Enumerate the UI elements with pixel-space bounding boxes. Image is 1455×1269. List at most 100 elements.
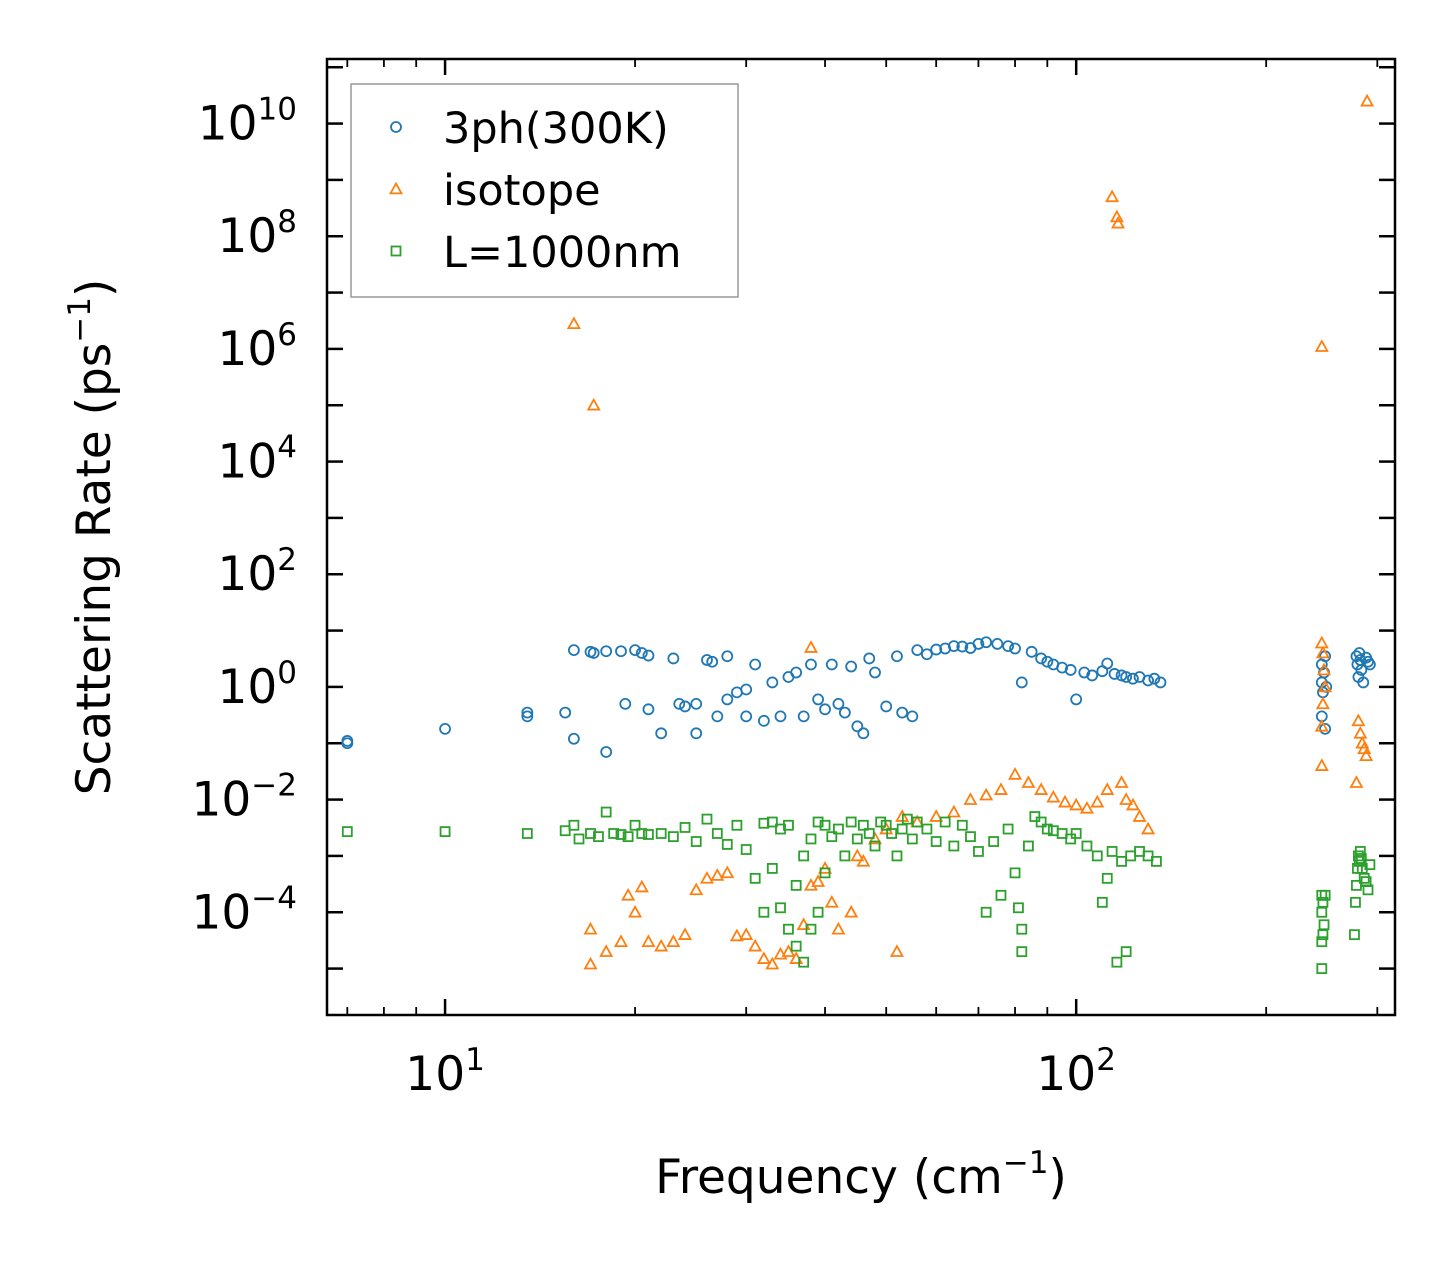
data-point <box>1016 923 1028 935</box>
data-point <box>1114 775 1129 788</box>
data-point <box>1111 956 1123 968</box>
data-point <box>1151 855 1162 867</box>
y-tick-label-exp: −4 <box>251 880 297 916</box>
data-point <box>1056 828 1068 839</box>
data-point <box>1105 189 1120 203</box>
data-point <box>1315 696 1330 710</box>
data-point <box>1079 800 1094 814</box>
data-point <box>654 938 669 952</box>
data-point <box>706 655 719 668</box>
x-axis-label-sup: −1 <box>1003 1145 1049 1181</box>
data-point <box>1002 823 1014 835</box>
data-point <box>880 700 893 713</box>
data-point <box>995 889 1007 901</box>
data-point <box>790 879 802 891</box>
data-point <box>980 636 993 649</box>
data-point <box>1315 645 1330 659</box>
data-point <box>690 697 703 710</box>
data-point <box>1350 896 1361 908</box>
data-point <box>1319 889 1331 901</box>
y-tick-label-base: 10 <box>217 322 277 377</box>
data-point <box>711 828 723 839</box>
data-point <box>1029 811 1041 822</box>
data-point <box>819 819 831 831</box>
data-point <box>844 904 859 918</box>
data-point <box>655 828 667 839</box>
data-point <box>1314 635 1329 649</box>
data-point <box>1056 661 1069 674</box>
data-point <box>615 829 627 840</box>
data-point <box>666 934 681 948</box>
data-point <box>439 826 451 838</box>
data-point <box>812 693 825 706</box>
y-tick-label: 10−4 <box>191 880 297 940</box>
data-point <box>863 652 876 665</box>
data-point <box>774 710 787 723</box>
data-point <box>824 894 839 908</box>
data-point <box>1127 672 1139 685</box>
x-axis-label-text: Frequency (cm <box>655 1150 1003 1205</box>
data-point <box>869 666 881 679</box>
data-point <box>721 693 734 706</box>
data-point <box>947 640 960 653</box>
data-point <box>1096 896 1108 908</box>
y-tick-label-base: 10 <box>198 97 258 152</box>
data-point <box>1125 850 1137 862</box>
y-tick-label-base: 10 <box>217 547 277 602</box>
data-point <box>1041 823 1053 835</box>
x-tick-label-exp: 1 <box>465 1042 485 1078</box>
data-point <box>721 650 734 663</box>
data-point <box>1142 850 1154 862</box>
data-point <box>880 819 892 831</box>
data-point <box>1034 782 1049 795</box>
y-tick-label: 106 <box>217 317 297 377</box>
data-point <box>1316 906 1328 918</box>
data-point <box>1091 850 1103 862</box>
legend-box <box>350 83 739 298</box>
y-tick-label-exp: 6 <box>277 317 297 353</box>
data-point <box>567 732 580 745</box>
data-point <box>1057 794 1073 808</box>
data-point <box>1132 809 1147 822</box>
data-point <box>1353 725 1368 739</box>
data-point <box>775 902 786 914</box>
data-point <box>965 831 976 843</box>
data-point <box>946 804 961 818</box>
data-point <box>980 906 992 918</box>
data-point <box>1317 929 1329 941</box>
data-point <box>766 816 778 828</box>
data-point <box>629 644 641 657</box>
legend: 3ph(300K) isotope L=1000nm <box>350 83 739 298</box>
data-point <box>838 706 851 719</box>
data-point <box>1314 339 1329 352</box>
data-point <box>621 887 636 901</box>
data-point <box>748 938 763 952</box>
data-point <box>635 647 648 659</box>
data-point <box>1316 936 1328 948</box>
data-point <box>875 816 887 828</box>
y-tick-label: 102 <box>217 542 297 602</box>
data-point <box>845 816 857 828</box>
data-point <box>857 727 870 740</box>
data-point <box>896 706 909 719</box>
legend-marker-triangle <box>388 181 404 195</box>
tick-layer <box>327 59 1395 1015</box>
data-point <box>1354 846 1366 857</box>
data-point <box>851 720 864 733</box>
y-axis-label-end: ) <box>67 279 122 297</box>
y-tick-label: 104 <box>217 430 297 490</box>
y-tick-label-base: 10 <box>217 435 277 490</box>
y-tick-label-exp: 2 <box>277 542 297 578</box>
data-point <box>758 906 770 918</box>
data-point <box>701 813 713 825</box>
data-point <box>929 809 944 822</box>
data-point <box>1364 658 1376 671</box>
y-axis-label: Scattering Rate (ps−1) <box>62 279 122 796</box>
data-point <box>1108 668 1121 680</box>
data-point <box>920 648 933 661</box>
y-tick-label: 10−2 <box>191 768 297 828</box>
data-point <box>600 746 613 758</box>
data-point <box>1025 645 1038 658</box>
data-point <box>619 697 632 710</box>
